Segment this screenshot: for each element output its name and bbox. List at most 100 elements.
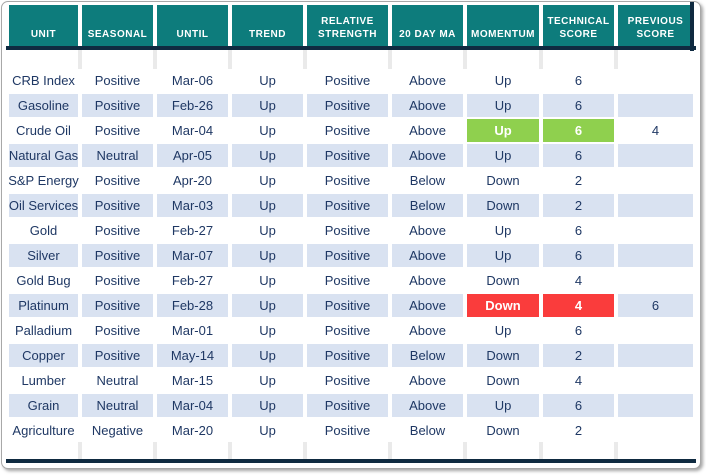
cell-until: Mar-04 <box>157 119 228 142</box>
cell-momentum: Down <box>467 294 539 317</box>
cell-ma_20: Below <box>392 344 463 367</box>
cell-ma_20: Above <box>392 69 463 92</box>
cell-previous_score <box>618 94 693 117</box>
cell-previous_score <box>618 369 693 392</box>
cell-momentum: Up <box>467 319 539 342</box>
cell-momentum: Up <box>467 119 539 142</box>
table-row: Silver Positive Mar-07 Up Positive Above Up 6 <box>9 244 693 267</box>
cell-momentum: Up <box>467 394 539 417</box>
column-header-ma_20: 20 DAY MA <box>392 5 463 46</box>
column-header-trend: TREND <box>232 5 303 46</box>
empty-cell <box>9 50 78 69</box>
cell-relative_strength: Positive <box>307 169 388 192</box>
cell-previous_score <box>618 344 693 367</box>
cell-seasonal: Positive <box>82 294 153 317</box>
cell-previous_score <box>618 69 693 92</box>
cell-trend: Up <box>232 169 303 192</box>
cell-seasonal: Positive <box>82 94 153 117</box>
cell-seasonal: Neutral <box>82 144 153 167</box>
cell-previous_score: 4 <box>618 119 693 142</box>
cell-technical_score: 2 <box>543 419 614 442</box>
empty-cell <box>82 442 153 459</box>
empty-cell <box>157 442 228 459</box>
cell-ma_20: Above <box>392 369 463 392</box>
cell-until: Mar-15 <box>157 369 228 392</box>
cell-until: Mar-03 <box>157 194 228 217</box>
cell-relative_strength: Positive <box>307 294 388 317</box>
cell-trend: Up <box>232 319 303 342</box>
cell-previous_score <box>618 319 693 342</box>
cell-until: Apr-05 <box>157 144 228 167</box>
cell-until: Mar-07 <box>157 244 228 267</box>
cell-unit: Gold <box>9 219 78 242</box>
cell-relative_strength: Positive <box>307 119 388 142</box>
cell-until: Mar-06 <box>157 69 228 92</box>
cell-momentum: Up <box>467 69 539 92</box>
cell-relative_strength: Positive <box>307 369 388 392</box>
table-row: Natural Gas Neutral Apr-05 Up Positive Above U… <box>9 144 693 167</box>
cell-momentum: Down <box>467 269 539 292</box>
column-header-momentum: MOMENTUM <box>467 5 539 46</box>
cell-until: Feb-28 <box>157 294 228 317</box>
table-bottom-border <box>6 459 696 463</box>
cell-technical_score: 6 <box>543 244 614 267</box>
cell-unit: Crude Oil <box>9 119 78 142</box>
cell-ma_20: Above <box>392 244 463 267</box>
table-header-row: UNIT SEASONAL UNTIL TREND RELATIVE STRENGTH 2… <box>9 5 693 46</box>
cell-seasonal: Positive <box>82 119 153 142</box>
cell-seasonal: Neutral <box>82 369 153 392</box>
table-row: Gold Positive Feb-27 Up Positive Above Up 6 <box>9 219 693 242</box>
cell-momentum: Down <box>467 194 539 217</box>
cell-trend: Up <box>232 294 303 317</box>
cell-trend: Up <box>232 244 303 267</box>
cell-momentum: Down <box>467 344 539 367</box>
cell-ma_20: Above <box>392 394 463 417</box>
cell-previous_score <box>618 394 693 417</box>
cell-seasonal: Negative <box>82 419 153 442</box>
cell-momentum: Down <box>467 169 539 192</box>
empty-cell <box>9 442 78 459</box>
cell-seasonal: Positive <box>82 219 153 242</box>
cell-ma_20: Above <box>392 219 463 242</box>
cell-until: May-14 <box>157 344 228 367</box>
cell-unit: Natural Gas <box>9 144 78 167</box>
bottom-spacer-row <box>9 442 693 459</box>
cell-relative_strength: Positive <box>307 219 388 242</box>
cell-unit: Silver <box>9 244 78 267</box>
table-row: CRB Index Positive Mar-06 Up Positive Above Up… <box>9 69 693 92</box>
top-spacer-row <box>9 50 693 69</box>
table-row: Oil Services Positive Mar-03 Up Positive Belo… <box>9 194 693 217</box>
cell-relative_strength: Positive <box>307 269 388 292</box>
table-row: Crude Oil Positive Mar-04 Up Positive Above Up… <box>9 119 693 142</box>
cell-trend: Up <box>232 269 303 292</box>
header-right-border <box>690 2 694 51</box>
empty-cell <box>618 50 693 69</box>
cell-seasonal: Positive <box>82 194 153 217</box>
empty-cell <box>467 442 539 459</box>
cell-trend: Up <box>232 194 303 217</box>
cell-trend: Up <box>232 369 303 392</box>
cell-technical_score: 2 <box>543 194 614 217</box>
empty-cell <box>392 50 463 69</box>
cell-technical_score: 6 <box>543 319 614 342</box>
cell-trend: Up <box>232 144 303 167</box>
cell-momentum: Down <box>467 369 539 392</box>
header-underline <box>6 46 696 50</box>
cell-previous_score <box>618 144 693 167</box>
cell-unit: Gasoline <box>9 94 78 117</box>
cell-relative_strength: Positive <box>307 244 388 267</box>
cell-relative_strength: Positive <box>307 69 388 92</box>
cell-unit: CRB Index <box>9 69 78 92</box>
cell-until: Mar-01 <box>157 319 228 342</box>
empty-cell <box>392 442 463 459</box>
cell-until: Mar-04 <box>157 394 228 417</box>
cell-relative_strength: Positive <box>307 319 388 342</box>
empty-cell <box>543 50 614 69</box>
cell-ma_20: Above <box>392 319 463 342</box>
cell-seasonal: Positive <box>82 269 153 292</box>
cell-previous_score <box>618 194 693 217</box>
empty-cell <box>543 442 614 459</box>
column-header-unit: UNIT <box>9 5 78 46</box>
cell-unit: Lumber <box>9 369 78 392</box>
cell-technical_score: 6 <box>543 219 614 242</box>
